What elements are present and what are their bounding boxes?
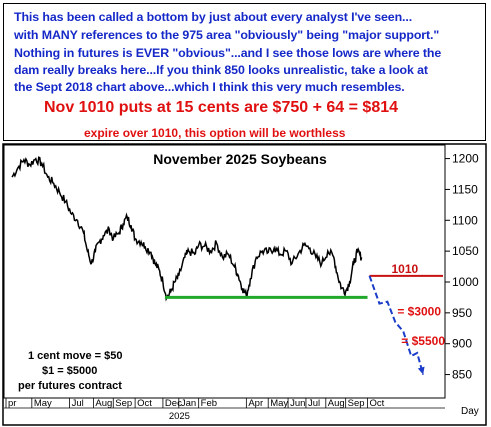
y-tick-label: 1100 (452, 213, 478, 227)
x-tick-label: Aug (95, 398, 112, 409)
x-tick-label: Oct (370, 398, 385, 409)
header-line-4: dam really breaks here...If you think 85… (14, 63, 428, 77)
header-line-1: This has been called a bottom by just ab… (14, 10, 413, 24)
x-tick-label: Jan (181, 398, 196, 409)
x-tick-label: May (270, 398, 288, 409)
note-line-2: $1 = $5000 (42, 365, 97, 377)
x-tick-label: Sep (348, 398, 365, 409)
x-tick-label: May (34, 398, 52, 409)
x-tick-label: Jul (72, 398, 84, 409)
x-tick-label: Oct (137, 398, 152, 409)
y-tick-label: 1000 (452, 275, 479, 289)
header-line-3: Nothing in futures is EVER "obvious"...a… (14, 46, 442, 60)
x-tick-label: Jul (308, 398, 320, 409)
header-line-2: with MANY references to the 975 area "ob… (14, 28, 440, 42)
chart-frame (2, 143, 487, 426)
note-line-1: 1 cent move = $50 (28, 350, 122, 362)
header-line-5: the Sept 2018 chart above...which I thin… (14, 80, 405, 94)
x-tick-label: Dec (165, 398, 182, 409)
price-line (11, 156, 363, 302)
x-tick-label: Feb (201, 398, 217, 409)
y-tick-label: 900 (452, 337, 472, 351)
note-line-3: per futures contract (18, 380, 122, 392)
year-label: 2025 (169, 411, 190, 422)
puts-cost-line: Nov 1010 puts at 15 cents are $750 + 64 … (44, 99, 399, 116)
x-tick-label: Apr (248, 398, 263, 409)
annotation-5500: = $5500 (401, 334, 445, 348)
x-tick-label: Jun (290, 398, 305, 409)
annotation-3000: = $3000 (397, 304, 441, 318)
y-tick-label: 950 (452, 306, 472, 320)
soybeans-chart: November 2025 Soybeans Day 850 900 950 1000… (2, 143, 487, 426)
y-unit-label: Day (461, 406, 479, 417)
y-tick-label: 1050 (452, 244, 479, 258)
y-axis: 850 900 950 1000 1050 1100 1150 1200 (445, 152, 479, 382)
projection-arrowhead (417, 366, 425, 375)
expire-note: expire over 1010, this option will be wo… (84, 126, 346, 140)
strike-label: 1010 (392, 262, 419, 276)
projection-line (368, 275, 425, 375)
header-banner: This has been called a bottom by just ab… (3, 3, 486, 141)
chart-title: November 2025 Soybeans (153, 151, 327, 167)
x-tick-label: pr (8, 398, 16, 409)
y-tick-label: 1150 (452, 182, 478, 196)
y-tick-label: 1200 (452, 152, 479, 166)
x-tick-label: Sep (115, 398, 132, 409)
plot-area (3, 144, 446, 399)
y-tick-label: 850 (452, 368, 472, 382)
x-tick-label: Aug (328, 398, 345, 409)
